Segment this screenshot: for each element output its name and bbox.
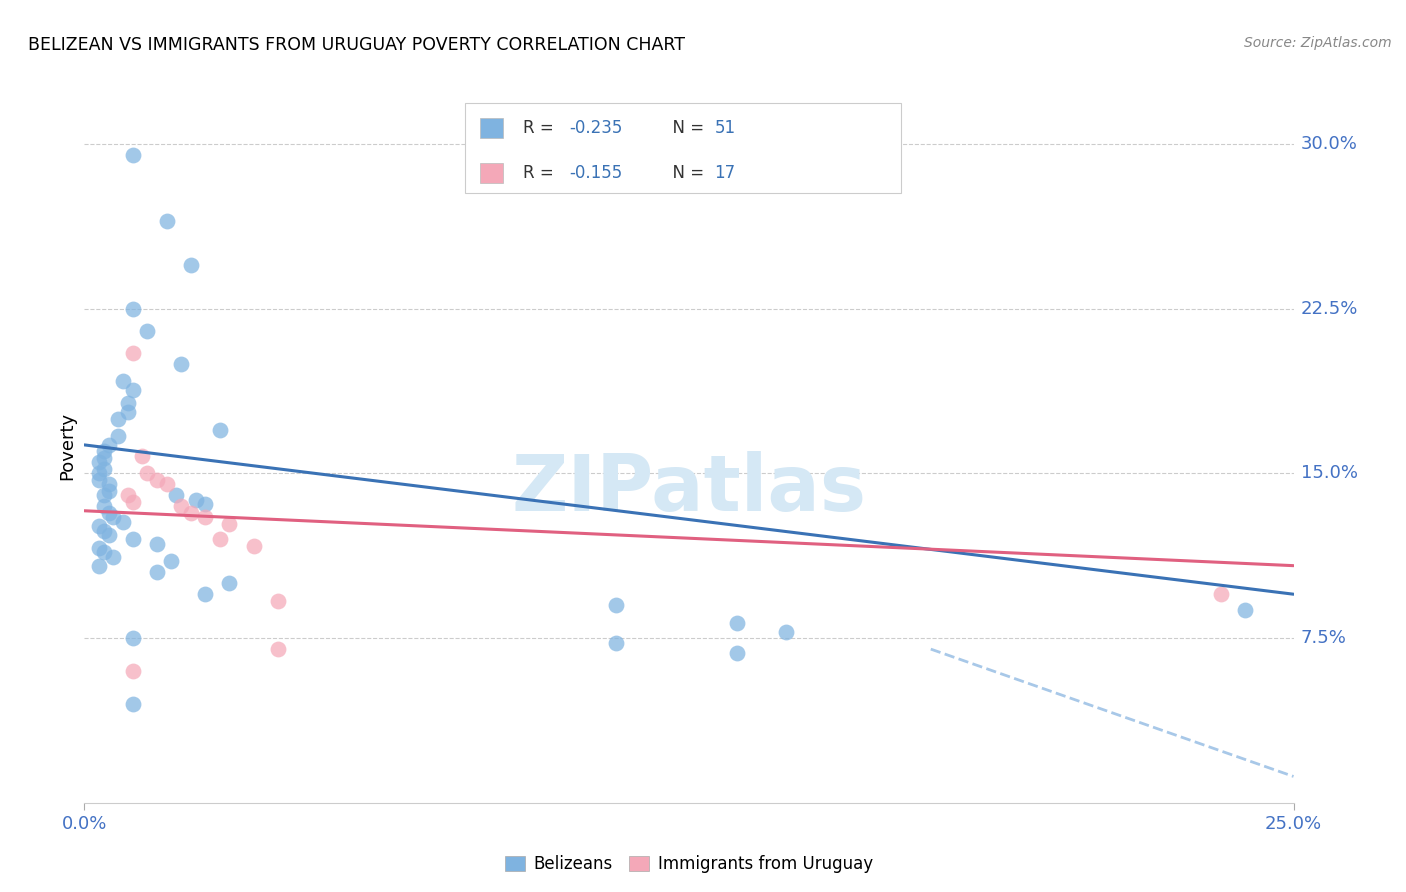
Point — [121, 345, 143, 359]
Point — [121, 664, 143, 678]
Point — [121, 148, 143, 162]
Point — [146, 566, 169, 580]
Point — [180, 258, 202, 272]
Text: 17: 17 — [714, 164, 735, 182]
Text: R =: R = — [523, 120, 560, 137]
Point — [146, 473, 169, 487]
Point — [93, 488, 115, 502]
Point — [131, 449, 153, 463]
Point — [121, 697, 143, 711]
Point — [136, 324, 159, 338]
Point — [87, 473, 110, 487]
Point — [112, 515, 135, 529]
Point — [725, 647, 748, 661]
Point — [87, 541, 110, 555]
Point — [218, 516, 240, 531]
Text: ZIPatlas: ZIPatlas — [512, 450, 866, 527]
Text: 30.0%: 30.0% — [1301, 135, 1357, 153]
Point — [117, 405, 139, 419]
Point — [180, 506, 202, 520]
Point — [208, 533, 231, 547]
Text: R =: R = — [523, 164, 560, 182]
Text: N =: N = — [662, 120, 710, 137]
Point — [267, 594, 290, 608]
Point — [121, 301, 143, 316]
Point — [605, 598, 627, 612]
Point — [170, 500, 193, 514]
Point — [93, 545, 115, 559]
Point — [605, 635, 627, 649]
Point — [136, 467, 159, 481]
Point — [97, 438, 120, 452]
Text: 22.5%: 22.5% — [1301, 300, 1358, 318]
Point — [117, 396, 139, 410]
Point — [775, 624, 797, 639]
Point — [93, 500, 115, 514]
Text: -0.155: -0.155 — [569, 164, 623, 182]
Point — [194, 587, 217, 601]
Point — [103, 549, 125, 564]
Text: 51: 51 — [714, 120, 735, 137]
Point — [121, 495, 143, 509]
Point — [121, 533, 143, 547]
Point — [97, 483, 120, 498]
Text: 7.5%: 7.5% — [1301, 629, 1347, 647]
Point — [155, 214, 177, 228]
Point — [267, 642, 290, 657]
Point — [242, 539, 264, 553]
Point — [117, 488, 139, 502]
Point — [87, 519, 110, 533]
Y-axis label: Poverty: Poverty — [58, 412, 76, 480]
Point — [121, 631, 143, 645]
Point — [87, 558, 110, 573]
Point — [107, 429, 129, 443]
Point — [1234, 602, 1257, 616]
Point — [725, 615, 748, 630]
Point — [87, 455, 110, 469]
Point — [194, 497, 217, 511]
Point — [170, 357, 193, 371]
Text: -0.235: -0.235 — [569, 120, 623, 137]
Point — [194, 510, 217, 524]
Point — [97, 506, 120, 520]
Point — [146, 537, 169, 551]
Point — [97, 477, 120, 491]
Point — [160, 554, 183, 568]
Point — [107, 411, 129, 425]
Point — [93, 462, 115, 476]
Legend: Belizeans, Immigrants from Uruguay: Belizeans, Immigrants from Uruguay — [498, 849, 880, 880]
Point — [121, 383, 143, 397]
Point — [184, 492, 207, 507]
Point — [87, 467, 110, 481]
Point — [93, 524, 115, 538]
Point — [155, 477, 177, 491]
Text: N =: N = — [662, 164, 710, 182]
Point — [103, 510, 125, 524]
Point — [93, 444, 115, 458]
Text: BELIZEAN VS IMMIGRANTS FROM URUGUAY POVERTY CORRELATION CHART: BELIZEAN VS IMMIGRANTS FROM URUGUAY POVE… — [28, 36, 685, 54]
FancyBboxPatch shape — [465, 103, 901, 193]
Point — [1209, 587, 1232, 601]
Point — [208, 423, 231, 437]
Point — [165, 488, 187, 502]
FancyBboxPatch shape — [479, 119, 503, 138]
Text: Source: ZipAtlas.com: Source: ZipAtlas.com — [1244, 36, 1392, 50]
Point — [112, 374, 135, 388]
FancyBboxPatch shape — [479, 163, 503, 183]
Point — [218, 576, 240, 591]
Text: 15.0%: 15.0% — [1301, 465, 1358, 483]
Point — [97, 528, 120, 542]
Point — [93, 451, 115, 466]
